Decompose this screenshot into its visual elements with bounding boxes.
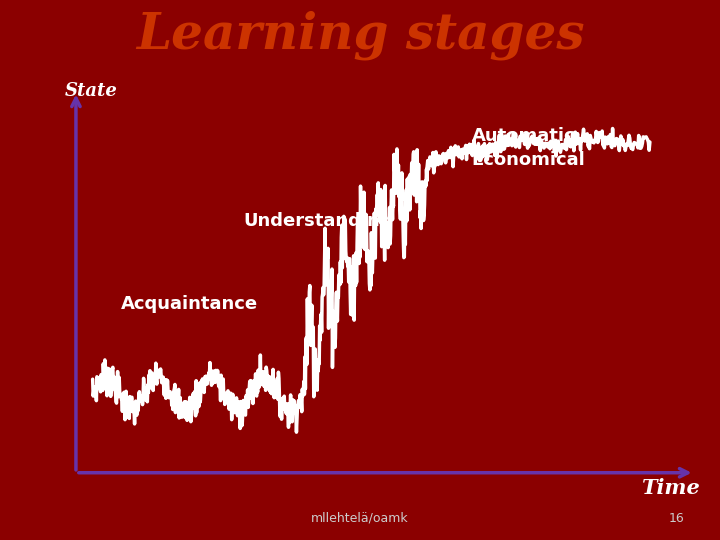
Text: Automatic
Economical: Automatic Economical (472, 127, 585, 168)
Text: Understanding: Understanding (243, 212, 392, 230)
Text: Acquaintance: Acquaintance (120, 295, 258, 313)
Text: State: State (65, 83, 117, 100)
Text: Time: Time (642, 478, 700, 498)
Text: Learning stages: Learning stages (136, 10, 584, 60)
Text: 16: 16 (668, 512, 684, 525)
Text: mllehtelä/oamk: mllehtelä/oamk (311, 512, 409, 525)
